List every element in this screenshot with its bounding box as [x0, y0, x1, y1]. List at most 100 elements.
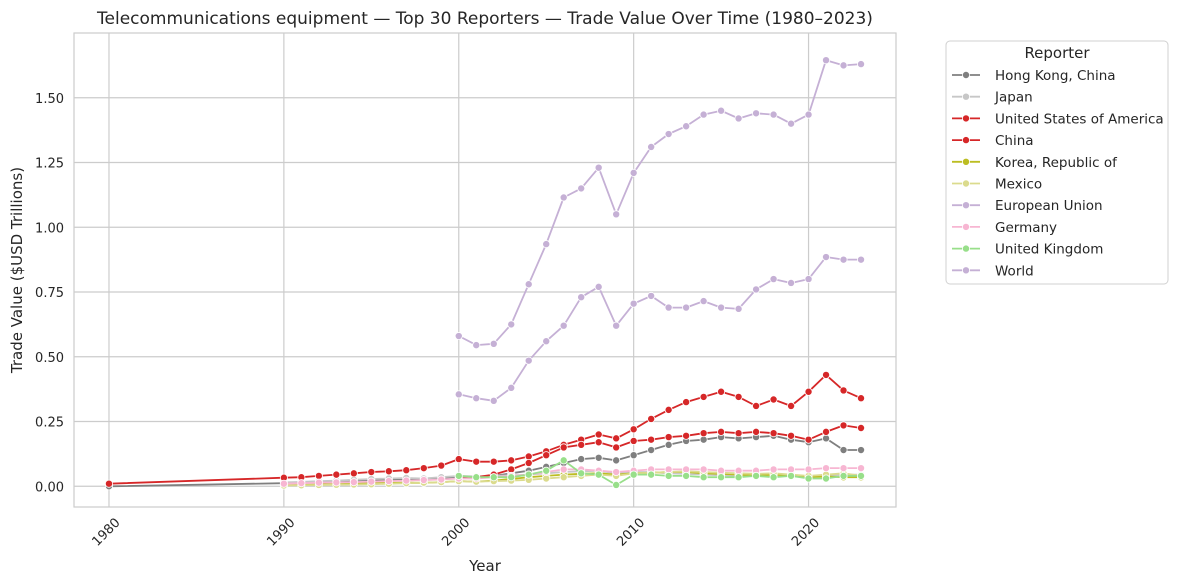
data-point [384, 467, 393, 476]
legend: Reporter Hong Kong, China Japan United Sta… [945, 40, 1169, 285]
data-point [699, 110, 708, 119]
data-point [594, 163, 603, 172]
data-point [822, 474, 831, 483]
legend-swatch-marker [962, 92, 971, 101]
data-point [857, 471, 866, 480]
data-point [402, 466, 411, 475]
data-point [682, 398, 691, 407]
data-point [559, 321, 568, 330]
data-point [822, 427, 831, 436]
legend-label: China [995, 133, 1034, 149]
y-axis-ticks: 0.00 0.25 0.50 0.75 1.00 1.25 1.50 [35, 92, 64, 496]
data-point [664, 303, 673, 312]
data-point [857, 394, 866, 403]
data-point [419, 476, 428, 485]
data-point [752, 285, 761, 294]
x-tick-label: 2020 [789, 516, 823, 550]
data-point [839, 255, 848, 264]
series-line [283, 470, 862, 487]
plot-area [73, 32, 897, 508]
data-point [472, 473, 481, 482]
x-tick-label: 2000 [439, 516, 473, 550]
x-axis-ticks: 1980 1990 2000 2010 2020 [90, 516, 824, 550]
grid-lines [74, 33, 896, 507]
data-point [629, 168, 638, 177]
data-point [787, 278, 796, 287]
data-point [577, 440, 586, 449]
data-point [507, 383, 516, 392]
data-point [524, 280, 533, 289]
y-axis-label: Trade Value ($USD Trillions) [8, 167, 26, 374]
data-point [612, 321, 621, 330]
data-point [857, 446, 866, 455]
data-point [699, 465, 708, 474]
legend-item: Korea, Republic of [952, 155, 1118, 171]
data-point [734, 429, 743, 438]
y-tick-label: 0.25 [35, 416, 64, 431]
legend-label: Hong Kong, China [995, 68, 1116, 84]
data-point [297, 479, 306, 488]
data-point [787, 119, 796, 128]
legend-title: Reporter [1024, 44, 1090, 62]
data-point [822, 464, 831, 473]
data-point [594, 453, 603, 462]
data-point [717, 387, 726, 396]
data-point [472, 394, 481, 403]
data-point [612, 468, 621, 477]
legend-swatch-marker [962, 136, 971, 145]
data-point [839, 446, 848, 455]
x-axis-label: Year [468, 557, 502, 575]
legend-item: Germany [952, 220, 1057, 236]
y-tick-label: 1.50 [35, 92, 64, 107]
series-layer [104, 56, 866, 491]
legend-swatch-marker [962, 71, 971, 80]
data-point [734, 473, 743, 482]
legend-swatch-marker [962, 114, 971, 123]
data-point [367, 468, 376, 477]
series-world [454, 56, 866, 350]
data-point [612, 443, 621, 452]
data-point [699, 392, 708, 401]
data-point [314, 471, 323, 480]
data-point [699, 473, 708, 482]
legend-item: Mexico [952, 177, 1042, 193]
data-point [857, 423, 866, 432]
data-point [577, 455, 586, 464]
data-point [647, 142, 656, 151]
data-point [717, 303, 726, 312]
y-tick-label: 1.25 [35, 157, 64, 172]
data-point [647, 291, 656, 300]
data-point [594, 430, 603, 439]
data-point [454, 332, 463, 341]
data-point [507, 456, 516, 465]
data-point [857, 464, 866, 473]
legend-label: United States of America [995, 111, 1164, 127]
data-point [612, 210, 621, 219]
legend-item: Hong Kong, China [952, 68, 1116, 84]
data-point [629, 425, 638, 434]
data-point [752, 109, 761, 118]
data-point [804, 435, 813, 444]
data-point [542, 337, 551, 346]
data-point [787, 471, 796, 480]
x-tick-label: 1980 [90, 516, 124, 550]
data-point [629, 436, 638, 445]
data-point [769, 275, 778, 284]
legend-label: Mexico [995, 177, 1042, 193]
data-point [612, 480, 621, 489]
data-point [699, 429, 708, 438]
data-point [437, 461, 446, 470]
data-point [839, 61, 848, 70]
data-point [612, 456, 621, 465]
legend-frame [945, 40, 1169, 285]
data-point [717, 427, 726, 436]
data-point [104, 479, 113, 488]
data-point [402, 476, 411, 485]
data-point [839, 464, 848, 473]
data-point [489, 396, 498, 405]
data-point [839, 421, 848, 430]
data-point [664, 471, 673, 480]
data-point [787, 401, 796, 410]
y-tick-label: 0.75 [35, 286, 64, 301]
legend-swatch-marker [962, 157, 971, 166]
